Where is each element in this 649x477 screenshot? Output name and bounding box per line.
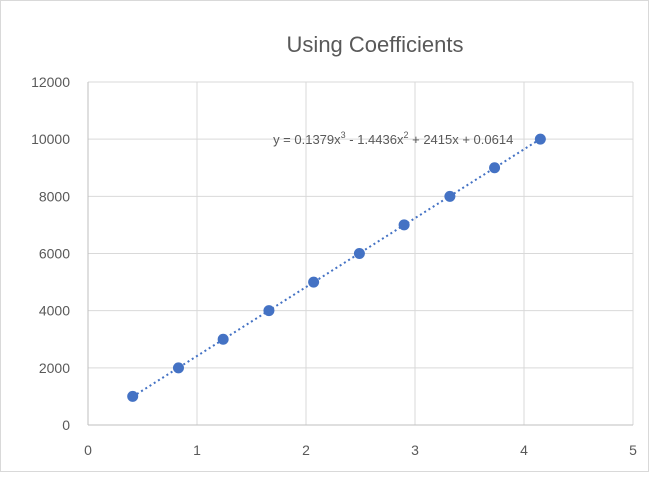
data-point [172,362,184,374]
polynomial-trendline [132,138,541,398]
tick-labels: 0 2000 4000 6000 8000 10000 12000 0 1 2 3 4 5 [31,74,637,458]
y-tick-label: 12000 [31,74,70,90]
x-tick-label: 3 [411,442,419,458]
chart-title: Using Coefficients [287,32,464,57]
x-tick-label: 2 [302,442,310,458]
y-tick-label: 8000 [39,188,70,204]
trendline-equation: y = 0.1379x3 - 1.4436x2 + 2415x + 0.0614 [273,130,513,147]
data-point [444,190,456,202]
data-point [353,248,365,259]
data-point [127,390,139,402]
x-tick-label: 1 [193,442,201,458]
data-point [263,305,275,317]
data-point [489,162,501,174]
y-tick-label: 6000 [39,246,70,262]
x-tick-label: 4 [520,442,528,458]
annotations: y = 0.1379x3 - 1.4436x2 + 2415x + 0.0614 [273,130,513,147]
y-tick-label: 0 [62,417,70,433]
data-point [398,219,410,231]
axes [87,82,633,426]
gridlines [88,81,634,425]
trendline-group [132,138,541,398]
x-tick-label: 0 [84,442,92,458]
data-points [127,133,546,402]
y-tick-label: 10000 [31,131,70,147]
data-point [534,133,546,145]
data-point [308,276,320,288]
x-tick-label: 5 [629,442,637,458]
data-point [217,333,229,345]
y-tick-label: 2000 [39,360,70,376]
y-tick-label: 4000 [39,303,70,319]
